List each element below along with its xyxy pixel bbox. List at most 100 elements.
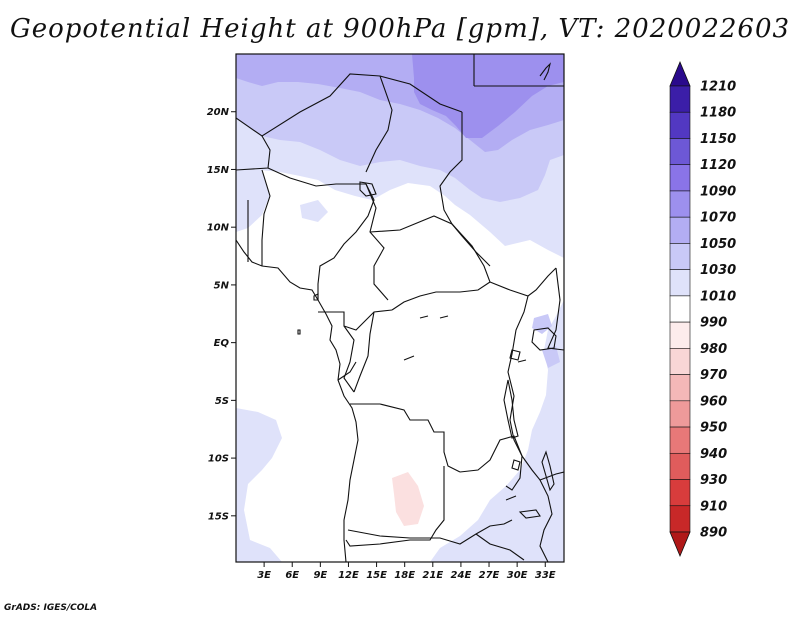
colorbar-segment: [669, 348, 691, 375]
border-drc-uganda: [507, 295, 529, 457]
lake-malawi: [541, 450, 555, 492]
border-drc-sudan: [489, 267, 557, 297]
x-tick-label: 30E: [507, 570, 528, 581]
colorbar-segment: [669, 426, 691, 454]
lake-chad: [359, 181, 377, 197]
field-region-1010-1030-west: [236, 170, 270, 232]
border-mali-niger: [236, 135, 271, 171]
lake-mweru: [511, 459, 521, 471]
x-tick-label: 12E: [338, 570, 359, 581]
border-cameroon-chad: [365, 183, 389, 301]
colorbar-bottom-arrow: [669, 531, 691, 558]
border-congo-drc: [353, 311, 375, 393]
border-angola-zambia: [345, 466, 445, 547]
lake-tanganyika: [503, 379, 519, 439]
field-blob-east-2: [542, 346, 560, 368]
border-uganda-kenya: [547, 267, 564, 351]
x-tick-label: 21E: [422, 570, 443, 581]
colorbar-segment: [669, 111, 691, 139]
colorbar-label: 930: [700, 473, 727, 488]
colorbar-segment: [669, 243, 691, 270]
colorbar-segment: [669, 400, 691, 428]
y-tick-label: 15N: [207, 165, 230, 176]
border-libya-chad: [365, 75, 393, 173]
colorbar-segment: [669, 269, 691, 297]
colorbar-label: 1010: [700, 289, 736, 304]
border-cameroon-gabon: [318, 309, 393, 331]
geopotential-field: [236, 54, 564, 562]
field-region-1010-1030-patch: [300, 200, 328, 222]
border-niger-nigeria: [267, 167, 366, 187]
border-benin: [261, 169, 271, 266]
x-tick-label: 3E: [257, 570, 271, 581]
colorbar-segment: [669, 452, 691, 480]
colorbar-label: 1090: [700, 184, 736, 199]
footer-credit: GrADS: IGES/COLA: [4, 603, 98, 613]
field-region-980-990: [392, 472, 424, 526]
border-algeria-niger: [236, 73, 463, 137]
map-panel: 20N 15N 10N 5N EQ 5S 10S 15S 3E 6E 9E 12E 15E 18E 21E…: [207, 53, 565, 581]
colorbar: 1210 1180 1150 1120 1090 1070 1050 1030 1010 990 9…: [669, 60, 736, 558]
x-tick-label: 9E: [313, 570, 327, 581]
border-nigeria-cameroon: [317, 183, 375, 300]
colorbar-segment: [669, 321, 691, 349]
colorbar-label: 1120: [700, 158, 736, 173]
y-tick-label: EQ: [214, 338, 230, 349]
x-tick-label: 18E: [394, 570, 415, 581]
colorbar-segment: [669, 374, 691, 402]
y-tick-label: 15S: [208, 511, 229, 522]
coastline-west-africa: [236, 239, 359, 562]
field-blob-east-1: [532, 314, 552, 334]
field-region-1010-1030-southwest: [236, 408, 282, 562]
y-tick-label: 5S: [215, 396, 229, 407]
border-gabon-congo: [343, 325, 355, 393]
border-drc-zambia: [459, 435, 523, 491]
border-namibia: [347, 519, 513, 545]
colorbar-segment: [669, 505, 691, 533]
lake-kariba: [518, 509, 541, 519]
lake-kyoga: [509, 349, 521, 361]
colorbar-top-arrow: [669, 60, 691, 87]
coast-red-sea: [539, 62, 552, 81]
x-tick-label: 6E: [285, 570, 299, 581]
y-tick-label: 10S: [208, 454, 229, 465]
colorbar-segment: [669, 190, 691, 218]
colorbar-label: 1150: [700, 132, 736, 147]
colorbar-label: 1180: [700, 106, 736, 121]
x-tick-label: 33E: [535, 570, 556, 581]
colorbar-segment: [669, 138, 691, 166]
border-zambia-zimbabwe: [475, 533, 525, 561]
colorbar-label: 990: [700, 316, 727, 331]
y-axis: 20N 15N 10N 5N EQ 5S 10S 15S: [207, 107, 236, 522]
colorbar-label: 980: [700, 342, 727, 357]
x-tick-label: 24E: [451, 570, 472, 581]
colorbar-label: 1050: [700, 237, 736, 252]
border-chad-sudan: [439, 112, 491, 267]
country-borders: [236, 54, 564, 562]
y-tick-label: 10N: [207, 223, 230, 234]
island-bioko: [313, 293, 319, 301]
colorbar-label: 970: [700, 368, 727, 383]
y-tick-label: 20N: [207, 107, 230, 118]
colorbar-label: 890: [700, 526, 727, 541]
border-mozambique: [539, 479, 553, 562]
island-sao-tome: [297, 329, 301, 335]
map-frame: [235, 53, 565, 563]
x-tick-label: 27E: [479, 570, 500, 581]
colorbar-label: 960: [700, 394, 727, 409]
border-tanzania: [521, 455, 564, 481]
border-angola-drc-cabinda: [337, 361, 357, 381]
colorbar-segment: [669, 479, 691, 507]
y-tick-label: 5N: [214, 280, 230, 291]
colorbar-segment: [669, 295, 691, 323]
colorbar-label: 950: [700, 421, 727, 436]
colorbar-label: 1210: [700, 80, 736, 95]
colorbar-segment: [669, 85, 691, 113]
colorbar-segment: [669, 164, 691, 192]
x-tick-label: 15E: [366, 570, 387, 581]
colorbar-label: 910: [700, 499, 727, 514]
colorbar-label: 1070: [700, 211, 736, 226]
chart-title: Geopotential Height at 900hPa [gpm], VT:…: [9, 14, 791, 44]
river-congo-marks: [403, 315, 527, 501]
